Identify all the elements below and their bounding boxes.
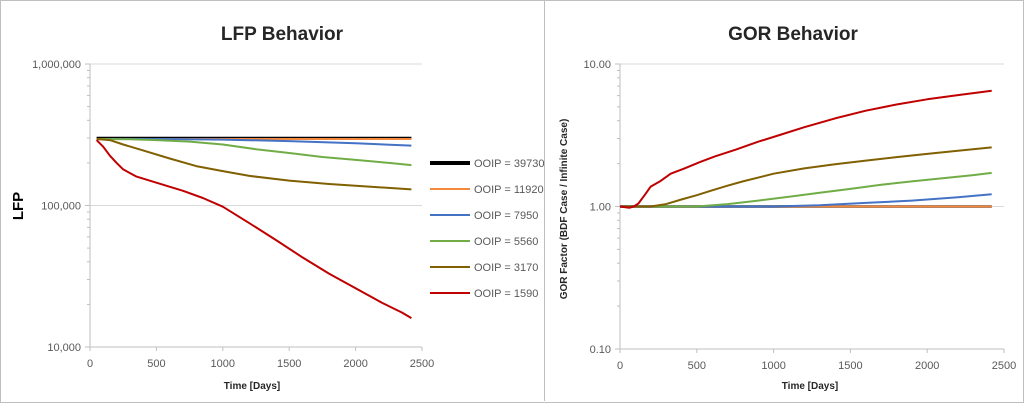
x-tick-label: 2500 <box>992 360 1016 372</box>
legend-label: OOIP = 39730 <box>474 158 544 170</box>
series-line-4 <box>96 138 412 191</box>
series-line-4 <box>620 146 992 208</box>
legend-label: OOIP = 11920 <box>474 184 544 196</box>
y-axis-label: GOR Factor (BDF Case / Infinite Case) <box>559 119 570 300</box>
series-line-5 <box>619 89 992 209</box>
chart-title: LFP Behavior <box>221 24 344 45</box>
chart-title: GOR Behavior <box>728 24 858 45</box>
series-line-3 <box>96 138 412 167</box>
legend-label: OOIP = 1590 <box>474 288 538 300</box>
axes <box>85 63 423 351</box>
x-tick-label: 1500 <box>277 358 301 370</box>
legend-label: OOIP = 3170 <box>474 262 538 274</box>
x-tick-label: 2000 <box>915 360 939 372</box>
x-tick-label: 2000 <box>343 358 367 370</box>
y-tick-label: 1,000,000 <box>32 59 81 71</box>
x-tick-label: 500 <box>688 360 706 372</box>
series-group <box>619 89 992 209</box>
legend-label: OOIP = 7950 <box>474 210 538 222</box>
y-tick-label: 100,000 <box>41 201 81 213</box>
y-tick-label: 10,000 <box>47 342 81 354</box>
x-axis-label: Time [Days] <box>782 381 839 392</box>
y-tick-labels: 0.10 1.00 10.00 <box>583 59 611 356</box>
gor-chart: GOR Behavior 0.10 1.00 10.00 0 500 1000 1500 2… <box>559 24 1016 392</box>
axes <box>615 63 1005 353</box>
x-tick-label: 0 <box>87 358 93 370</box>
x-tick-label: 2500 <box>410 358 434 370</box>
y-tick-label: 10.00 <box>583 59 611 71</box>
legend: OOIP = 39730 OOIP = 11920 OOIP = 7950 OOIP … <box>430 158 544 300</box>
series-line-5 <box>95 139 412 319</box>
series-line-3 <box>620 171 992 208</box>
x-tick-label: 1500 <box>838 360 862 372</box>
x-tick-label: 1000 <box>761 360 785 372</box>
lfp-chart: LFP Behavior 10,000 100,000 1,000,000 0 500… <box>10 24 544 392</box>
y-axis-label: LFP <box>10 192 27 220</box>
x-tick-label: 500 <box>147 358 165 370</box>
gridlines <box>90 63 422 348</box>
x-tick-label: 0 <box>617 360 623 372</box>
x-tick-label: 1000 <box>211 358 235 370</box>
x-tick-labels: 0 500 1000 1500 2000 2500 <box>87 358 434 370</box>
x-axis-label: Time [Days] <box>224 381 281 392</box>
x-tick-labels: 0 500 1000 1500 2000 2500 <box>617 360 1016 372</box>
panel-divider <box>544 0 545 401</box>
y-tick-label: 0.10 <box>590 344 611 356</box>
y-tick-labels: 10,000 100,000 1,000,000 <box>32 59 81 354</box>
y-tick-label: 1.00 <box>590 202 611 214</box>
series-group <box>95 136 412 319</box>
legend-label: OOIP = 5560 <box>474 236 538 248</box>
